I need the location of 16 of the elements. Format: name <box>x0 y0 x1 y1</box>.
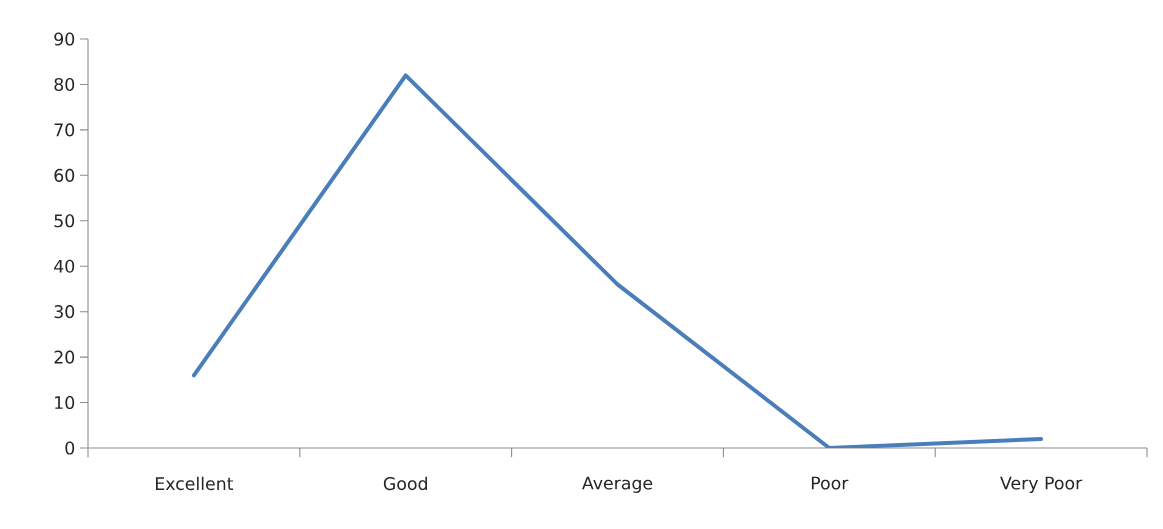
y-tick-label: 90 <box>54 32 75 46</box>
x-tick-label: Average <box>582 476 653 493</box>
x-tick-label: Good <box>383 476 427 491</box>
x-tick-label: Poor <box>811 476 849 490</box>
line-series <box>191 73 1044 448</box>
x-tick-label: Excellent <box>156 476 234 491</box>
y-tick-label: 70 <box>54 123 75 137</box>
x-tick-label: Very Poor <box>1000 476 1083 493</box>
y-tick-label: 20 <box>54 350 75 364</box>
y-tick-label: 0 <box>65 441 75 455</box>
y-tick-label: 30 <box>54 305 75 319</box>
y-tick-label: 60 <box>54 168 75 182</box>
y-tick-label: 50 <box>54 214 75 228</box>
y-tick-label: 40 <box>54 259 75 273</box>
y-tick-label: 80 <box>54 77 75 92</box>
y-tick-label: 10 <box>55 396 75 410</box>
